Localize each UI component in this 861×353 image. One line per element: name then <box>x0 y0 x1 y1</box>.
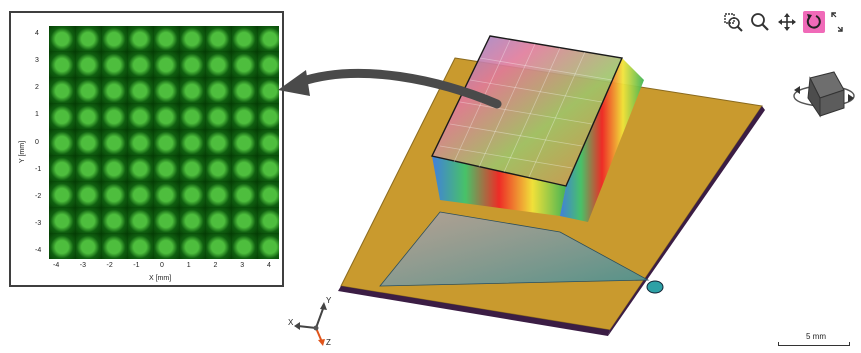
zoom-button[interactable] <box>749 11 771 33</box>
y-tick-label: 3 <box>35 57 39 65</box>
scale-bar-line <box>778 342 850 346</box>
rotate-icon <box>806 14 821 29</box>
fit-view-icon <box>831 12 843 32</box>
zoom-region-button[interactable] <box>722 11 744 33</box>
x-tick-label: -2 <box>106 262 113 269</box>
x-tick-label: -4 <box>53 262 60 269</box>
x-tick-label: 3 <box>240 262 245 269</box>
y-tick-label: 4 <box>35 30 39 37</box>
triad-z-label: Z <box>326 338 331 347</box>
x-tick-label: -3 <box>79 262 86 269</box>
y-tick-label: -4 <box>35 247 42 254</box>
axis-triad: Y X Z <box>288 292 338 350</box>
zoom-arrow <box>278 68 502 109</box>
x-tick-label: 1 <box>186 262 191 269</box>
rotate-button[interactable] <box>803 11 825 33</box>
y-tick-label: -1 <box>35 165 42 173</box>
zoom-icon <box>751 13 769 31</box>
pan-icon <box>778 13 796 31</box>
y-tick-label: -2 <box>35 192 42 200</box>
scale-bar-label: 5 mm <box>806 332 826 341</box>
y-tick-label: 2 <box>35 84 39 92</box>
x-axis-title: X [mm] <box>149 275 172 282</box>
triad-x-label: X <box>288 318 294 327</box>
y-tick-label: 1 <box>35 111 39 119</box>
view-toolbar <box>722 11 844 33</box>
fit-view-button[interactable] <box>830 11 844 33</box>
fiber-scaffold-cube <box>430 35 644 222</box>
x-tick-label: 2 <box>213 262 218 269</box>
xy-plot-image <box>49 26 279 259</box>
navigation-cube[interactable] <box>790 62 858 126</box>
xy-plot-panel: Y [mm] X [mm] -4 -3 -2 -1 0 1 2 3 4 4 3 2 1 0 -1 -2 -3-… <box>9 11 284 287</box>
x-tick-label: 0 <box>160 262 164 269</box>
triad-y-label: Y <box>326 296 332 305</box>
projected-shadow <box>379 211 664 294</box>
pan-button[interactable] <box>776 11 798 33</box>
x-tick-label: -1 <box>133 262 140 269</box>
scale-bar: 5 mm <box>778 332 850 348</box>
y-tick-label: -3 <box>35 219 42 227</box>
x-tick-label: 4 <box>267 262 271 269</box>
y-tick-label: 0 <box>35 138 39 146</box>
zoom-region-icon <box>724 13 743 32</box>
